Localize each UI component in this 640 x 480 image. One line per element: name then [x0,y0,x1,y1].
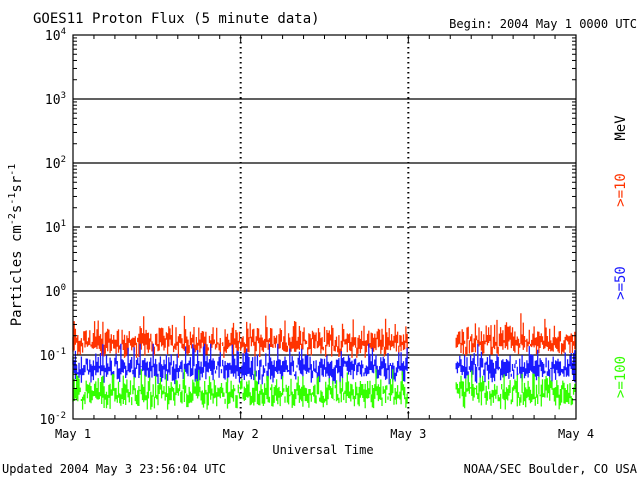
y-tick-label-exponent: 3 [61,91,66,101]
legend-unit-mev: MeV [613,115,629,141]
y-label-part1: Particles cm [9,225,25,326]
y-tick-label-base: 10 [45,221,61,236]
x-axis-label: Universal Time [272,443,373,457]
y-tick-label: 102 [45,155,66,172]
y-tick-label: 103 [45,91,66,108]
x-tick-label: May 3 [390,427,426,441]
y-tick-label: 10-1 [40,347,67,364]
y-label-part2: s [9,205,25,213]
y-tick-label-base: 10 [45,93,61,108]
y-tick-label-base: 10 [40,349,56,364]
y-tick-label: 100 [45,283,66,300]
y-label-exp2: -1 [7,193,18,205]
x-tick-label: May 1 [55,427,91,441]
legend-ge100: >=100 [613,356,629,398]
y-tick-label-exponent: 2 [61,155,66,165]
y-axis-label: Particles cm-2s-1sr-1 [7,164,25,327]
y-tick-label: 104 [45,27,66,44]
y-tick-label-base: 10 [45,285,61,300]
y-tick-label-exponent: 4 [61,27,66,37]
legend-ge10: >=10 [613,173,629,207]
y-tick-label-base: 10 [40,413,56,428]
series-layer [72,313,576,410]
legend-ge50: >=50 [613,266,629,300]
footer-updated: Updated 2004 May 3 23:56:04 UTC [2,462,226,476]
y-tick-label: 10-2 [40,411,67,428]
y-tick-label-exponent: 0 [61,283,66,293]
y-label-exp3: -1 [7,164,18,176]
y-tick-label-base: 10 [45,29,61,44]
chart-title: GOES11 Proton Flux (5 minute data) [33,11,320,27]
y-tick-label-base: 10 [45,157,61,172]
x-tick-label: May 2 [223,427,259,441]
y-tick-label-exponent: 1 [61,219,66,229]
y-label-exp1: -2 [7,213,18,225]
y-tick-label: 101 [45,219,66,236]
begin-label: Begin: 2004 May 1 0000 UTC [449,17,637,31]
plot-area [73,37,576,417]
y-tick-label-exponent: -2 [55,411,66,421]
x-tick-label: May 4 [558,427,594,441]
footer-source: NOAA/SEC Boulder, CO USA [464,462,638,476]
y-label-part3: sr [9,176,25,193]
y-tick-label-exponent: -1 [55,347,66,357]
